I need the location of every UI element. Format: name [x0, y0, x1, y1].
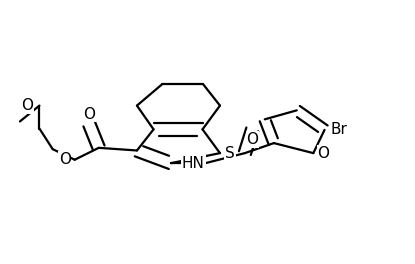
Text: Br: Br — [330, 122, 347, 137]
Text: O: O — [247, 132, 258, 147]
Text: O: O — [317, 146, 330, 161]
Text: O: O — [83, 107, 95, 122]
Text: O: O — [22, 98, 34, 113]
Text: HN: HN — [182, 156, 205, 171]
Text: S: S — [225, 146, 235, 161]
Text: O: O — [59, 152, 71, 167]
